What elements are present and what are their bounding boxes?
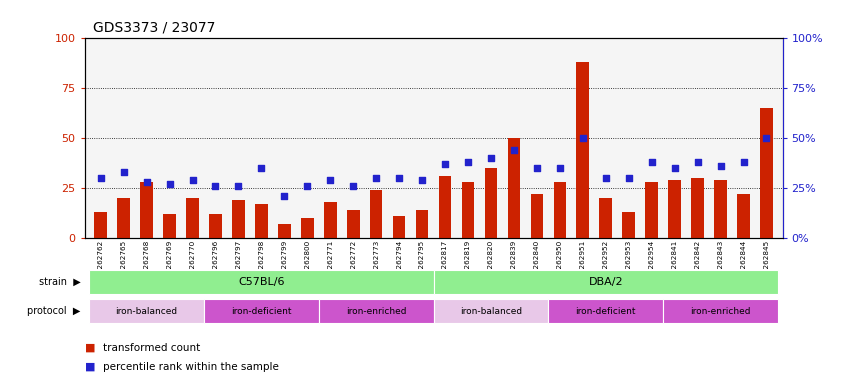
Bar [623,212,635,238]
Text: iron-enriched: iron-enriched [346,306,406,316]
Text: ■: ■ [85,343,95,353]
Point [370,175,383,181]
Bar [89,270,433,294]
Bar [737,194,750,238]
Bar [462,182,475,238]
Bar [324,202,337,238]
Text: C57BL/6: C57BL/6 [238,277,284,287]
Point [576,135,590,141]
Bar [434,299,548,323]
Point [277,193,291,199]
Point [232,183,245,189]
Bar [319,299,434,323]
Point [599,175,613,181]
Bar [553,182,566,238]
Text: iron-balanced: iron-balanced [460,306,522,316]
Bar [663,299,778,323]
Bar [485,168,497,238]
Bar [761,108,772,238]
Text: protocol  ▶: protocol ▶ [27,306,80,316]
Point [209,183,222,189]
Text: GDS3373 / 23077: GDS3373 / 23077 [93,21,216,35]
Text: ■: ■ [85,362,95,372]
Text: strain  ▶: strain ▶ [39,277,80,287]
Bar [255,204,267,238]
Point [94,175,107,181]
Bar [209,214,222,238]
Point [347,183,360,189]
Bar [95,212,107,238]
Bar [600,198,612,238]
Point [622,175,635,181]
Point [484,155,497,161]
Point [737,159,750,165]
Point [415,177,429,183]
Point [323,177,337,183]
Bar [347,210,360,238]
Point [553,165,567,171]
Bar [301,218,314,238]
Bar [530,194,543,238]
Point [691,159,705,165]
Point [186,177,200,183]
Point [530,165,544,171]
Text: percentile rank within the sample: percentile rank within the sample [103,362,279,372]
Point [162,181,176,187]
Bar [548,299,663,323]
Text: iron-deficient: iron-deficient [575,306,636,316]
Text: iron-enriched: iron-enriched [690,306,750,316]
Point [117,169,130,175]
Point [507,147,520,153]
Text: iron-balanced: iron-balanced [116,306,178,316]
Point [438,161,452,167]
Bar [232,200,244,238]
Point [461,159,475,165]
Point [393,175,406,181]
Bar [393,216,405,238]
Bar [163,214,176,238]
Bar [439,176,452,238]
Bar [691,178,704,238]
Bar [434,270,778,294]
Point [714,163,728,169]
Bar [204,299,319,323]
Point [255,165,268,171]
Bar [278,224,291,238]
Point [300,183,314,189]
Bar [186,198,199,238]
Point [760,135,773,141]
Bar [668,180,681,238]
Bar [370,190,382,238]
Bar [140,182,153,238]
Bar [645,182,658,238]
Bar [89,299,204,323]
Text: iron-deficient: iron-deficient [231,306,292,316]
Bar [118,198,130,238]
Text: DBA/2: DBA/2 [589,277,624,287]
Bar [714,180,727,238]
Point [645,159,658,165]
Point [667,165,681,171]
Text: transformed count: transformed count [103,343,201,353]
Bar [508,138,520,238]
Bar [415,210,428,238]
Point [140,179,153,185]
Bar [576,62,589,238]
